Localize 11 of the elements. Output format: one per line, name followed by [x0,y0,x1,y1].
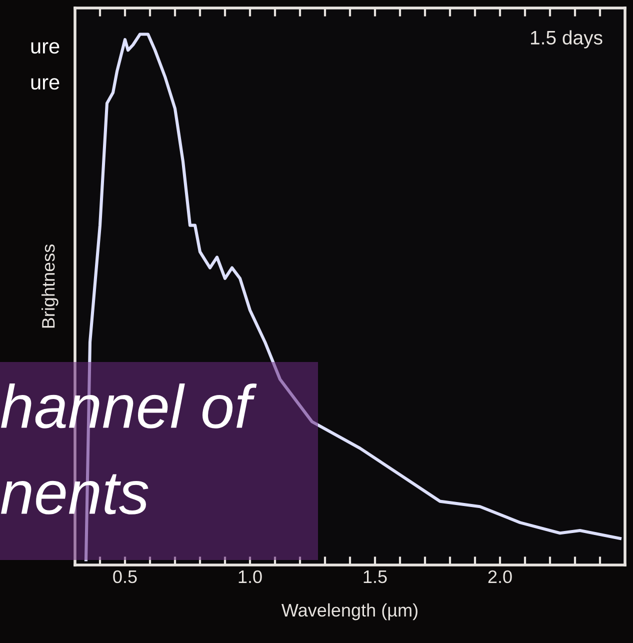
x-tick-label: 1.5 [364,570,387,584]
x-tick-label: 2.0 [488,570,512,584]
annotation: 1.5 days [530,30,602,48]
y-axis-title: Brightness [42,244,58,328]
text: ure [31,42,60,54]
x-tick-label: 0.5 [113,570,137,584]
x-axis-title: Wavelength (µm) [282,603,418,620]
annotation: nents [1,474,148,514]
text: ure [31,78,60,90]
x-tick-label: 1.0 [238,570,262,584]
annotation: hannel of [1,384,257,428]
